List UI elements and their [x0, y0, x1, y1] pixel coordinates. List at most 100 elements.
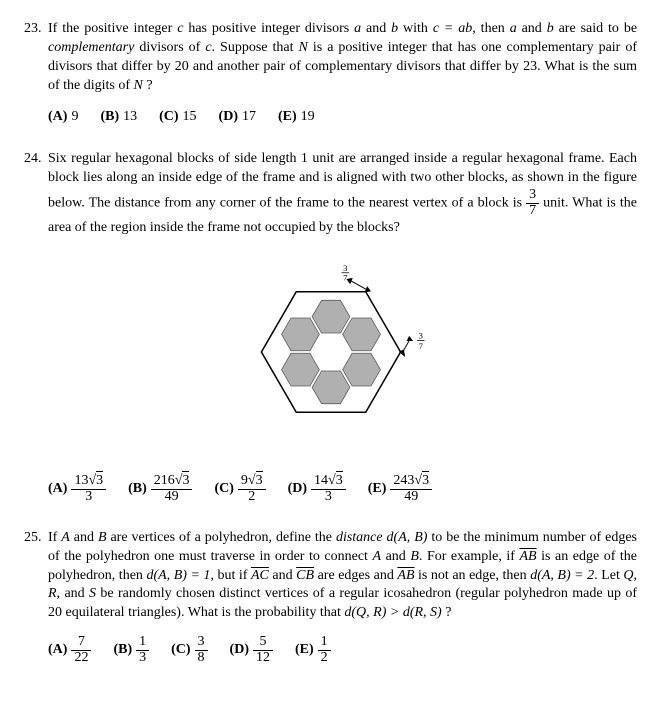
var-B: B [98, 530, 107, 545]
choice-E: (E)12 [295, 635, 331, 665]
text: and [381, 549, 410, 564]
text: and [517, 21, 547, 36]
problem-number: 24. [24, 150, 48, 237]
problem-25-stem: 25. If A and B are vertices of a polyhed… [24, 529, 637, 623]
fraction-3-7: 37 [526, 188, 539, 218]
text: are edges and [314, 568, 397, 583]
radicand: 3 [422, 471, 429, 488]
coef: 243 [393, 473, 414, 488]
text: with [398, 21, 433, 36]
radicand: 3 [96, 471, 103, 488]
var-N: N [299, 40, 308, 55]
text: , but if [210, 568, 251, 583]
problem-body: If the positive integer c has positive i… [48, 20, 637, 96]
choice-value: 17 [242, 108, 256, 127]
choice-value: 9 [71, 108, 78, 127]
arrow-label-top: 3 [343, 262, 347, 272]
var-b2: b [547, 21, 554, 36]
denominator: 7 [526, 204, 539, 219]
choice-label: (C) [214, 480, 233, 499]
choice-label: (D) [230, 641, 249, 660]
choice-A: (A)722 [48, 635, 91, 665]
text: and [70, 530, 98, 545]
var-S: S [89, 586, 96, 601]
distance: distance [336, 530, 383, 545]
denominator: 49 [390, 490, 432, 505]
text: divisors of [134, 40, 205, 55]
choice-D: (D)512 [230, 635, 273, 665]
text: , then [472, 21, 509, 36]
choice-B: (B)13 [100, 108, 137, 127]
choice-A: (A)9 [48, 108, 78, 127]
coef: 9 [241, 473, 248, 488]
choice-label: (A) [48, 480, 67, 499]
arrow-label-right: 3 [418, 330, 422, 340]
denominator: 22 [71, 651, 91, 666]
choice-label: (D) [288, 480, 307, 499]
seg-AB2: AB [397, 568, 414, 583]
seg-AC: AC [251, 568, 269, 583]
choice-label: (E) [278, 108, 297, 127]
fraction: 243√3 49 [390, 474, 432, 504]
choice-value: 19 [301, 108, 315, 127]
problem-25: 25. If A and B are vertices of a polyhed… [24, 529, 637, 666]
choice-label: (A) [48, 108, 67, 127]
choice-label: (C) [171, 641, 190, 660]
arrow-top [347, 278, 370, 291]
text: and [269, 568, 296, 583]
var-N2: N [134, 78, 143, 93]
arrow-right [399, 336, 411, 355]
prob: d(Q, R) > d(R, S) [344, 605, 441, 620]
choice-label: (B) [128, 480, 147, 499]
fraction: 216√3 49 [151, 474, 193, 504]
text: If [48, 530, 61, 545]
choice-label: (B) [100, 108, 119, 127]
text: are vertices of a polyhedron, define the [107, 530, 336, 545]
choice-B: (B) 216√3 49 [128, 474, 192, 504]
problem-23: 23. If the positive integer c has positi… [24, 20, 637, 126]
arrow-label-right-den: 7 [418, 341, 423, 351]
problem-number: 25. [24, 529, 48, 623]
choice-E: (E) 243√3 49 [368, 474, 432, 504]
problem-24-stem: 24. Six regular hexagonal blocks of side… [24, 150, 637, 237]
denominator: 8 [195, 651, 208, 666]
text: and [361, 21, 391, 36]
problem-body: If A and B are vertices of a polyhedron,… [48, 529, 637, 623]
radicand: 3 [182, 471, 189, 488]
complementary: complementary [48, 40, 134, 55]
problem-24-choices: (A) 13√3 3 (B) 216√3 49 (C) 9√3 2 (D) 14… [48, 474, 637, 504]
text: are said to be [554, 21, 637, 36]
choice-C: (C)38 [171, 635, 207, 665]
fraction: 13√3 3 [71, 474, 106, 504]
choice-value: 15 [183, 108, 197, 127]
text: . For example, if [419, 549, 520, 564]
choice-label: (C) [159, 108, 178, 127]
problem-number: 23. [24, 20, 48, 96]
text: and [60, 586, 89, 601]
choice-label: (A) [48, 641, 67, 660]
hexagon-figure: 3 7 3 7 [24, 252, 637, 459]
numerator: 5 [253, 635, 273, 651]
denominator: 2 [238, 490, 266, 505]
denominator: 3 [71, 490, 106, 505]
text: ? [442, 605, 452, 620]
eq: c = ab [433, 21, 472, 36]
numerator: 7 [71, 635, 91, 651]
numerator: 1 [318, 635, 331, 651]
choice-D: (D) 14√3 3 [288, 474, 346, 504]
coef: 13 [74, 473, 88, 488]
problem-24: 24. Six regular hexagonal blocks of side… [24, 150, 637, 504]
dAB: d(A, B) [383, 530, 428, 545]
fraction: 9√3 2 [238, 474, 266, 504]
dAB2: d(A, B) = 2 [530, 568, 594, 583]
text: . Suppose that [212, 40, 299, 55]
denominator: 3 [311, 490, 346, 505]
problem-23-stem: 23. If the positive integer c has positi… [24, 20, 637, 96]
problem-25-choices: (A)722 (B)13 (C)38 (D)512 (E)12 [48, 635, 637, 665]
seg-AB: AB [519, 549, 536, 564]
seg-CB: CB [296, 568, 314, 583]
coef: 216 [154, 473, 175, 488]
text: is not an edge, then [415, 568, 531, 583]
coef: 14 [314, 473, 328, 488]
var-a2: a [510, 21, 517, 36]
